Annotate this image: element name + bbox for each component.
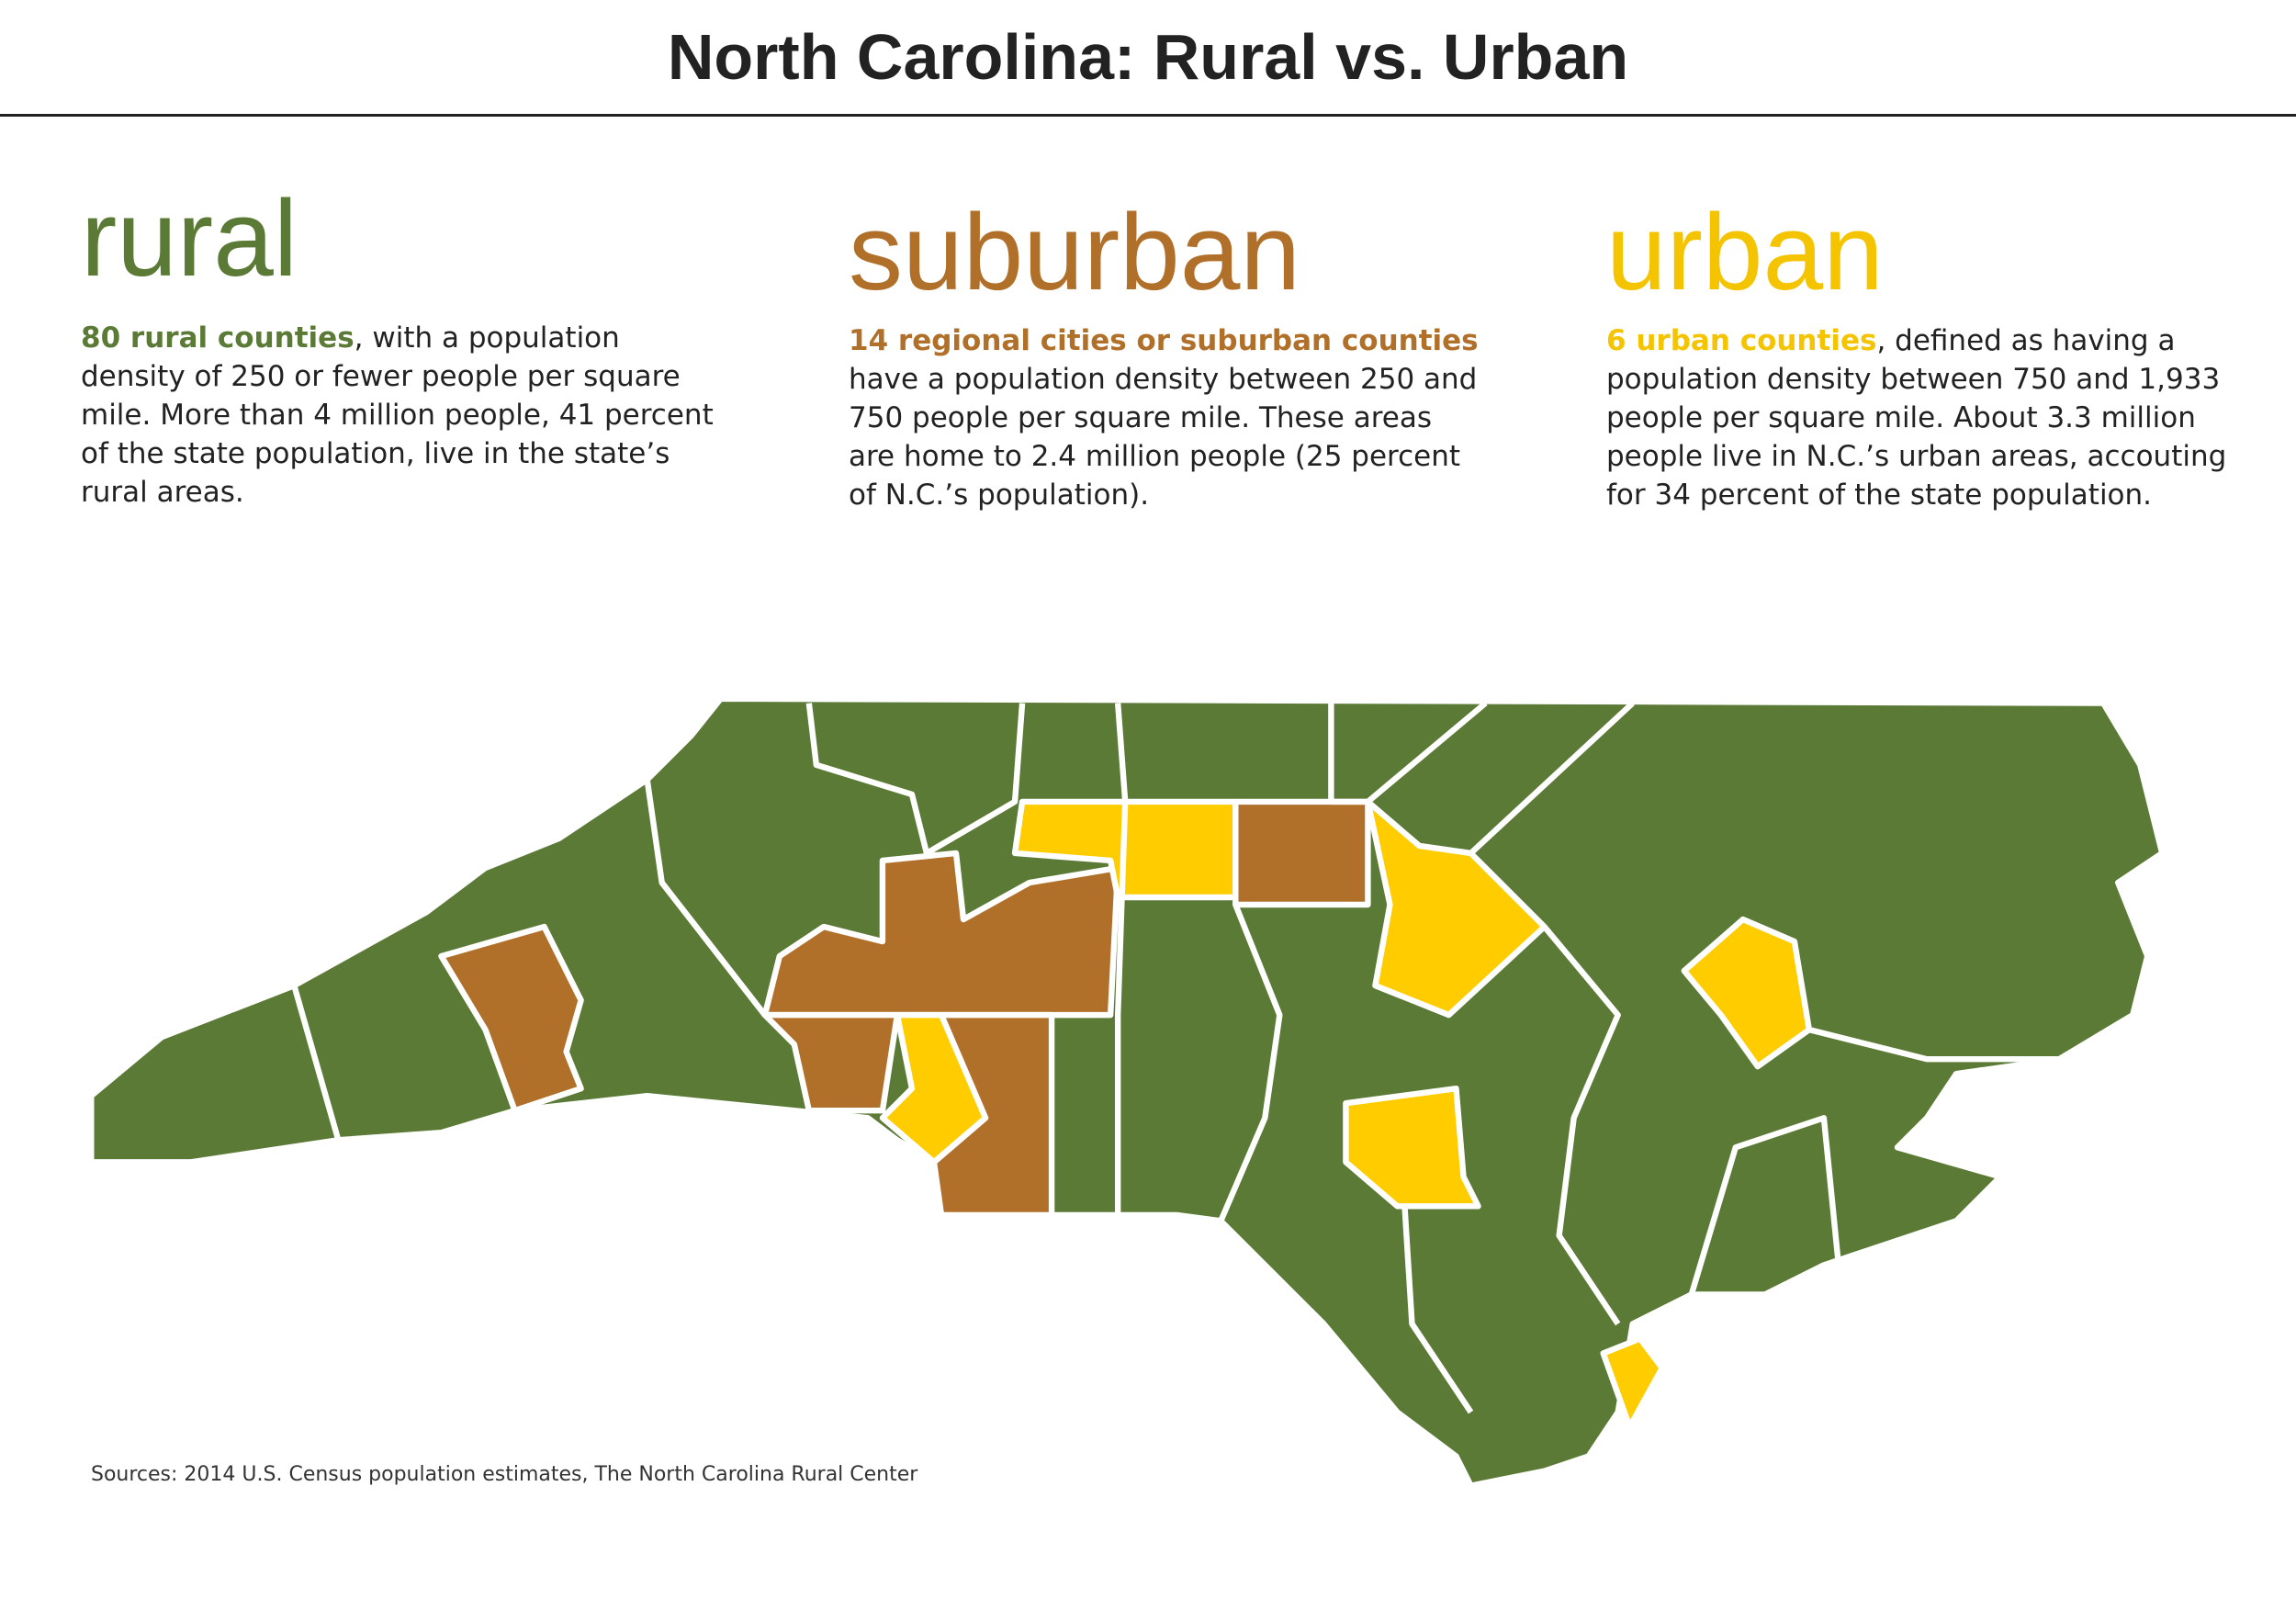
description: 6 urban counties, defined as having a po… (1606, 321, 2240, 514)
heading: urban (1606, 192, 1884, 313)
county-line (1808, 1027, 2060, 1063)
rural-section: rural 80 rural counties, with a populati… (81, 170, 715, 512)
suburban-section: suburban 14 regional cities or suburban … (849, 184, 1482, 514)
county-line (1328, 701, 1488, 805)
title: North Carolina: Rural vs. Urban (667, 21, 1629, 93)
county-line (1469, 701, 1635, 856)
urban-county (879, 1011, 989, 1165)
county-line (1114, 703, 1129, 1215)
urban-section: urban 6 urban counties, defined as havin… (1606, 184, 2240, 514)
county-line (644, 779, 768, 1018)
lead: 80 rural counties (81, 321, 355, 355)
county-line (1218, 903, 1283, 1222)
body: , with a population density of 250 or fe… (81, 321, 714, 509)
description: 14 regional cities or suburban counties h… (849, 321, 1482, 514)
suburban-county (761, 1011, 901, 1114)
urban-county (1343, 1085, 1481, 1210)
urban-county (1600, 1335, 1665, 1430)
county-line (1542, 924, 1621, 1326)
county-lines (291, 701, 2060, 1414)
urban-county (1365, 798, 1548, 1019)
body: have a population density between 250 an… (849, 363, 1478, 512)
body: , defined as having a population density… (1606, 324, 2227, 512)
county-line (805, 703, 1026, 857)
county-line (1688, 1115, 1842, 1296)
description: 80 rural counties, with a population den… (81, 319, 715, 512)
title-rule (0, 114, 2296, 117)
sources: Sources: 2014 U.S. Census population est… (91, 1463, 918, 1486)
lead: 14 regional cities or suburban counties (849, 324, 1479, 357)
county-line (291, 985, 342, 1142)
heading: suburban (849, 192, 1301, 313)
suburban-county (438, 923, 584, 1114)
heading: rural (81, 178, 298, 299)
suburban-county (1232, 798, 1371, 908)
lead: 6 urban counties (1606, 324, 1877, 357)
county-line (1401, 1206, 1474, 1414)
